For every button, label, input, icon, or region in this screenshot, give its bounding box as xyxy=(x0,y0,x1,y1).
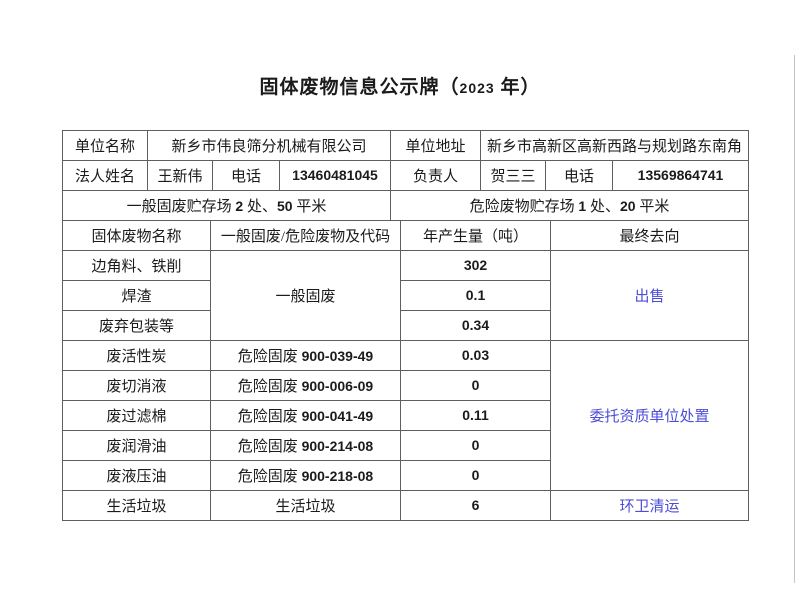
table-row: 废活性炭 危险固废 900-039-49 0.03 委托资质单位处置 xyxy=(62,340,749,491)
waste-name: 废切消液 xyxy=(62,370,211,401)
waste-amount: 0.34 xyxy=(400,310,551,341)
table-row-storage: 一般固废贮存场 2 处、50 平米 危险废物贮存场 1 处、20 平米 xyxy=(62,190,749,221)
waste-destination: 环卫清运 xyxy=(550,490,749,521)
waste-name: 边角料、铁削 xyxy=(62,250,211,281)
page-title: 固体废物信息公示牌（2023 年） xyxy=(259,77,541,98)
phone-label-2: 电话 xyxy=(545,160,613,191)
disclosure-board: 单位名称 新乡市伟良筛分机械有限公司 单位地址 新乡市高新区高新西路与规划路东南… xyxy=(62,130,749,521)
waste-type: 危险固废 900-218-08 xyxy=(210,460,401,491)
page-edge-line xyxy=(794,55,795,583)
table-row: 废润滑油 危险固废 900-214-08 0 xyxy=(62,430,749,461)
waste-amount: 0 xyxy=(400,460,551,491)
unit-name-label: 单位名称 xyxy=(62,130,148,161)
waste-name: 生活垃圾 xyxy=(62,490,211,521)
phone-value-1: 13460481045 xyxy=(279,160,391,191)
header-type-code: 一般固废/危险废物及代码 xyxy=(210,220,401,251)
waste-name: 废润滑油 xyxy=(62,430,211,461)
phone-label-1: 电话 xyxy=(212,160,280,191)
waste-amount: 0 xyxy=(400,370,551,401)
waste-type: 危险固废 900-041-49 xyxy=(210,400,401,431)
manager-label: 负责人 xyxy=(390,160,481,191)
waste-type: 生活垃圾 xyxy=(210,490,401,521)
waste-list-table: 固体废物名称 一般固废/危险废物及代码 年产生量（吨） 最终去向 边角料、铁削 … xyxy=(62,220,749,521)
waste-amount: 6 xyxy=(400,490,551,521)
unit-name-value: 新乡市伟良筛分机械有限公司 xyxy=(147,130,391,161)
waste-name: 废活性炭 xyxy=(62,340,211,371)
table-row: 废切消液 危险固废 900-006-09 0 xyxy=(62,370,749,401)
header-destination: 最终去向 xyxy=(550,220,749,251)
table-row: 废过滤棉 危险固废 900-041-49 0.11 xyxy=(62,400,749,431)
waste-amount: 0.11 xyxy=(400,400,551,431)
waste-name: 焊渣 xyxy=(62,280,211,311)
table-row-unit: 单位名称 新乡市伟良筛分机械有限公司 单位地址 新乡市高新区高新西路与规划路东南… xyxy=(62,130,749,161)
table-row: 边角料、铁削 一般固废 302 出售 xyxy=(62,250,749,341)
general-storage-cell: 一般固废贮存场 2 处、50 平米 xyxy=(62,190,391,221)
table-row: 废弃包装等 0.34 xyxy=(62,310,749,341)
phone-value-2: 13569864741 xyxy=(612,160,749,191)
waste-name: 废弃包装等 xyxy=(62,310,211,341)
table-row-header: 固体废物名称 一般固废/危险废物及代码 年产生量（吨） 最终去向 xyxy=(62,220,749,251)
waste-amount: 0.1 xyxy=(400,280,551,311)
waste-amount: 0 xyxy=(400,430,551,461)
waste-type: 危险固废 900-039-49 xyxy=(210,340,401,371)
table-row: 焊渣 0.1 xyxy=(62,280,749,311)
waste-destination: 出售 xyxy=(550,250,749,341)
waste-type: 危险固废 900-006-09 xyxy=(210,370,401,401)
unit-address-value: 新乡市高新区高新西路与规划路东南角 xyxy=(480,130,749,161)
hazard-storage-cell: 危险废物贮存场 1 处、20 平米 xyxy=(390,190,749,221)
header-waste-name: 固体废物名称 xyxy=(62,220,211,251)
table-row-contacts: 法人姓名 王新伟 电话 13460481045 负责人 贺三三 电话 13569… xyxy=(62,160,749,191)
waste-type: 一般固废 xyxy=(210,250,401,341)
unit-address-label: 单位地址 xyxy=(390,130,481,161)
unit-info-table: 单位名称 新乡市伟良筛分机械有限公司 单位地址 新乡市高新区高新西路与规划路东南… xyxy=(62,130,749,221)
waste-name: 废过滤棉 xyxy=(62,400,211,431)
waste-amount: 0.03 xyxy=(400,340,551,371)
legal-person-label: 法人姓名 xyxy=(62,160,148,191)
table-row: 生活垃圾 生活垃圾 6 环卫清运 xyxy=(62,490,749,521)
waste-type: 危险固废 900-214-08 xyxy=(210,430,401,461)
waste-destination: 委托资质单位处置 xyxy=(550,340,749,491)
waste-name: 废液压油 xyxy=(62,460,211,491)
waste-amount: 302 xyxy=(400,250,551,281)
manager-value: 贺三三 xyxy=(480,160,546,191)
legal-person-value: 王新伟 xyxy=(147,160,213,191)
header-amount: 年产生量（吨） xyxy=(400,220,551,251)
